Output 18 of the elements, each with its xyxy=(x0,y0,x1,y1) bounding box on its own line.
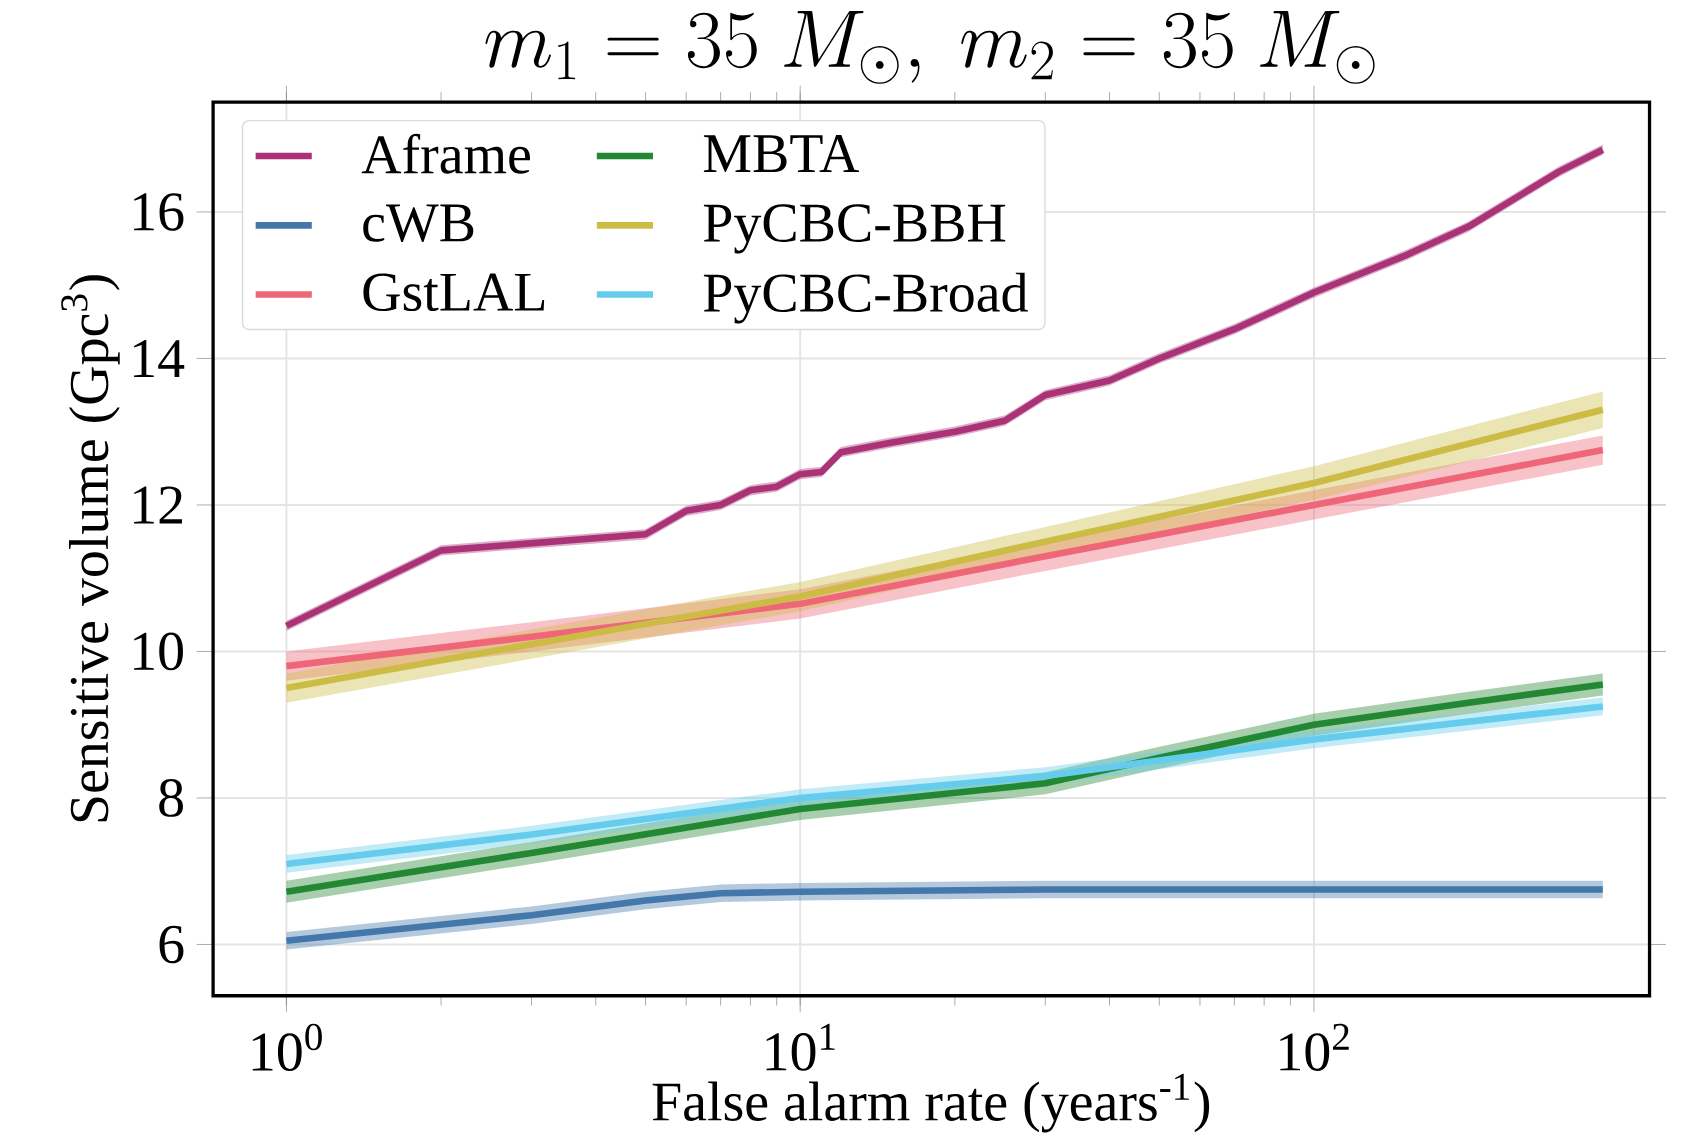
legend-label: GstLAL xyxy=(363,273,545,311)
y-tick-label: 10 xyxy=(134,632,183,671)
legend-label: PyCBC-BBH xyxy=(703,204,1006,254)
y-tick-label: 14 xyxy=(134,339,185,377)
y-tick-label: 16 xyxy=(134,192,184,231)
y-axis-title: Sensitive volume (Gpc$^{3}$) xyxy=(61,275,120,822)
legend-label: cWB xyxy=(363,204,474,242)
y-tick-label: 6 xyxy=(159,925,184,964)
x-axis-title: False alarm rate (years$^{-1}$) xyxy=(652,1073,1210,1133)
legend-label: Aframe xyxy=(361,133,530,174)
x-tick-label: 10$^{1}$ xyxy=(766,1023,835,1071)
y-tick-label: 12 xyxy=(134,486,182,524)
legend-label: MBTA xyxy=(703,134,859,172)
chart-title: $m_1 = 35~M_\odot,\ m_2 = 35~M_\odot$ xyxy=(485,10,1375,84)
y-tick-label: 8 xyxy=(159,778,183,817)
x-tick-label: 10$^{0}$ xyxy=(252,1023,322,1071)
legend-label: PyCBC-Broad xyxy=(703,272,1028,324)
x-tick-label: 10$^{2}$ xyxy=(1280,1023,1349,1071)
